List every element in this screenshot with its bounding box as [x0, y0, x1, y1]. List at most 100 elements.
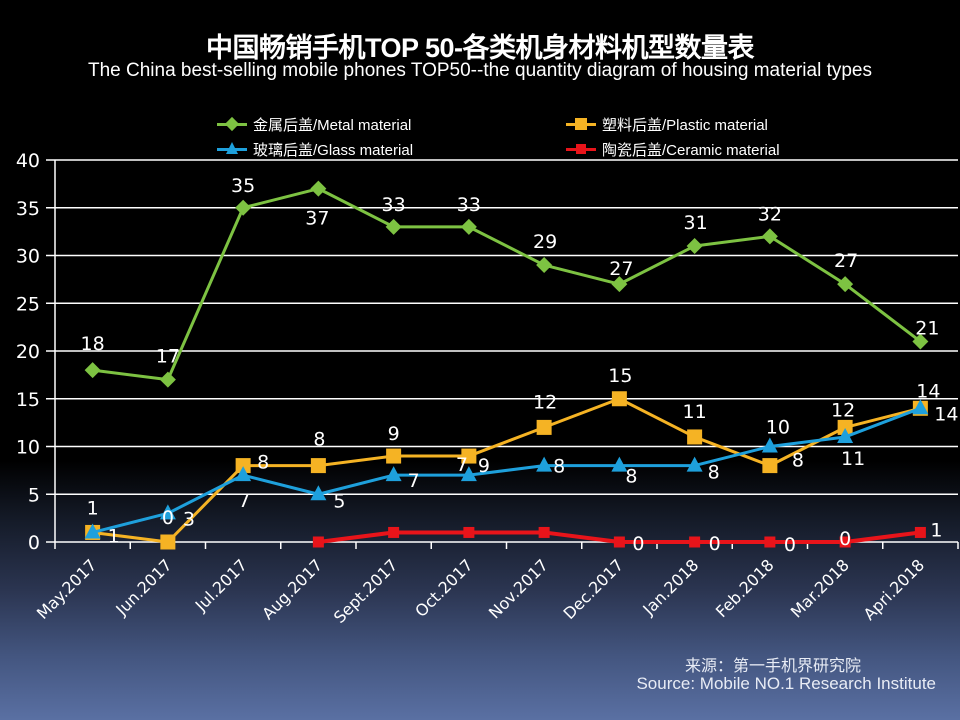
- series-ceramic: [312, 526, 926, 548]
- data-label-glass: 7: [456, 454, 468, 476]
- data-point-ceramic: [312, 536, 324, 548]
- chart-subtitle: The China best-selling mobile phones TOP…: [87, 60, 872, 81]
- legend-plastic-square-icon: [566, 114, 596, 134]
- y-tick-label: 20: [16, 341, 40, 363]
- data-point-metal: [235, 199, 252, 216]
- source-en: Source: Mobile NO.1 Research Institute: [636, 674, 936, 693]
- data-point-glass: [460, 466, 477, 482]
- data-point-metal: [84, 362, 101, 379]
- data-point-metal: [761, 228, 778, 245]
- data-point-glass: [310, 485, 327, 501]
- legend-label: 陶瓷后盖/Ceramic material: [602, 141, 780, 159]
- data-point-ceramic: [463, 526, 475, 538]
- x-tick-label: Mar.2018: [787, 555, 853, 621]
- data-label-glass: 3: [183, 508, 195, 530]
- legend-label: 玻璃后盖/Glass material: [253, 141, 414, 159]
- data-label-ceramic: 0: [709, 533, 721, 555]
- data-point-glass: [611, 456, 628, 472]
- series-line-glass: [92, 406, 921, 534]
- data-point-ceramic: [388, 526, 400, 538]
- data-point-plastic: [160, 534, 176, 550]
- data-label-metal: 31: [684, 212, 708, 234]
- data-point-glass: [837, 427, 854, 443]
- data-point-glass: [84, 523, 101, 539]
- data-point-glass: [686, 456, 703, 472]
- data-point-metal: [159, 371, 176, 388]
- data-point-glass: [912, 399, 929, 415]
- chart-title: 中国畅销手机TOP 50-各类机身材料机型数量表: [205, 33, 755, 63]
- data-label-glass: 8: [708, 462, 720, 484]
- data-label-metal: 21: [915, 317, 939, 339]
- series-line-plastic: [92, 397, 921, 544]
- legend-item-ceramic: 陶瓷后盖/Ceramic material: [566, 139, 780, 159]
- data-label-metal: 18: [81, 333, 105, 355]
- data-label-glass: 10: [766, 417, 790, 439]
- x-tick-label: Feb.2018: [712, 555, 778, 621]
- y-tick-label: 0: [28, 532, 40, 554]
- legend-item-glass: 玻璃后盖/Glass material: [217, 139, 413, 159]
- data-label-plastic: 11: [683, 401, 707, 423]
- data-label-glass: 7: [408, 470, 420, 492]
- data-label-glass: 1: [108, 525, 120, 547]
- x-tick-label: Jun.2017: [111, 555, 175, 619]
- data-point-metal: [837, 276, 854, 293]
- data-label-metal: 27: [834, 250, 858, 272]
- data-label-glass: 8: [625, 466, 637, 488]
- data-label-ceramic: 0: [839, 528, 851, 550]
- data-label-metal: 33: [382, 194, 406, 216]
- data-label-ceramic: 1: [930, 519, 942, 541]
- data-point-metal: [912, 333, 929, 350]
- data-label-glass: 14: [934, 403, 958, 425]
- data-label-metal: 17: [156, 346, 180, 368]
- data-label-plastic: 9: [388, 423, 400, 445]
- series-line-metal: [92, 187, 922, 382]
- data-point-ceramic: [914, 526, 926, 538]
- series-group: [84, 180, 929, 550]
- legend-ceramic-square-icon: [566, 139, 596, 159]
- y-tick-label: 35: [16, 198, 40, 220]
- data-point-metal: [611, 276, 628, 293]
- y-tick-label: 10: [16, 437, 40, 459]
- data-point-ceramic: [538, 526, 550, 538]
- x-tick-label: Dec.2017: [559, 555, 627, 623]
- x-tick-label: Sept.2017: [330, 555, 402, 627]
- data-label-plastic: 12: [533, 391, 557, 413]
- data-point-glass: [536, 456, 553, 472]
- y-tick-label: 40: [16, 150, 40, 172]
- series-metal: [84, 180, 929, 388]
- y-tick-label: 25: [16, 293, 40, 315]
- data-point-metal: [686, 237, 703, 254]
- legend-item-plastic: 塑料后盖/Plastic material: [566, 114, 768, 134]
- data-label-metal: 29: [533, 231, 557, 253]
- data-point-glass: [159, 504, 176, 520]
- data-point-glass: [761, 437, 778, 453]
- data-point-plastic: [762, 458, 778, 474]
- data-label-plastic: 1: [87, 497, 99, 519]
- data-point-plastic: [461, 448, 477, 464]
- legend-label: 塑料后盖/Plastic material: [602, 116, 768, 134]
- data-point-metal: [460, 218, 477, 235]
- data-point-metal: [385, 218, 402, 235]
- y-tick-label: 5: [28, 484, 40, 506]
- data-label-glass: 8: [553, 456, 565, 478]
- data-label-glass: 5: [333, 490, 345, 512]
- data-label-metal: 27: [609, 258, 633, 280]
- data-point-plastic: [837, 419, 853, 435]
- data-label-metal: 37: [305, 208, 329, 230]
- data-label-glass: 11: [841, 448, 865, 470]
- y-tick-label: 15: [16, 389, 40, 411]
- data-label-plastic: 9: [478, 455, 490, 477]
- x-tick-label: Apri.2018: [860, 555, 929, 624]
- data-point-ceramic: [764, 536, 776, 548]
- data-label-plastic: 12: [831, 399, 855, 421]
- x-tick-label: May.2017: [33, 555, 101, 623]
- y-tick-label: 30: [16, 246, 40, 268]
- data-point-plastic: [235, 458, 251, 474]
- data-point-ceramic: [613, 536, 625, 548]
- data-label-plastic: 8: [313, 429, 325, 451]
- data-label-metal: 33: [457, 194, 481, 216]
- data-point-plastic: [611, 391, 627, 407]
- data-point-glass: [235, 466, 252, 482]
